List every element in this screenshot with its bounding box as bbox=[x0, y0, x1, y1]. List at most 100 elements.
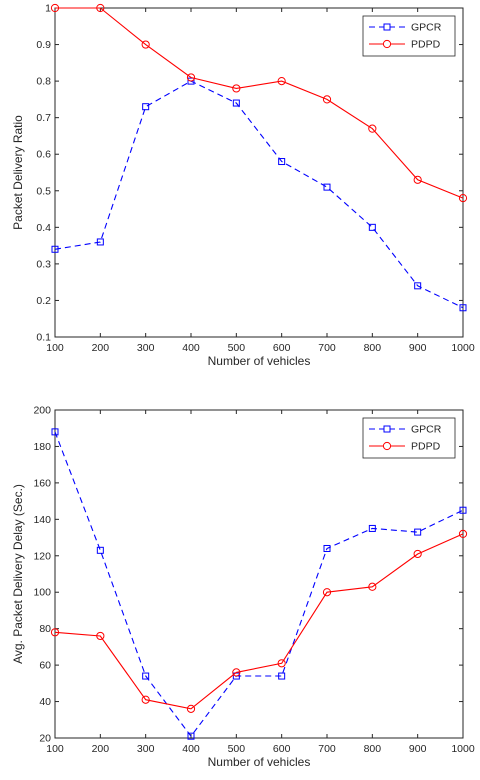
data-point-gpcr bbox=[368, 223, 376, 231]
data-point-pdpd bbox=[186, 73, 196, 82]
y-tick-label: 60 bbox=[39, 660, 51, 672]
data-point-pdpd bbox=[50, 3, 60, 13]
data-point-pdpd bbox=[232, 668, 241, 677]
data-point-gpcr bbox=[187, 77, 195, 85]
data-point-pdpd bbox=[186, 704, 196, 713]
y-tick-label: 140 bbox=[33, 514, 51, 526]
plot-frame bbox=[54, 409, 464, 739]
legend-label-pdpd: PDPD bbox=[411, 39, 441, 51]
data-point-pdpd bbox=[368, 582, 377, 591]
y-tick-label: 0.8 bbox=[36, 76, 51, 88]
y-tick-label: 80 bbox=[39, 623, 51, 635]
data-point-pdpd bbox=[277, 659, 286, 668]
data-point-gpcr bbox=[232, 99, 240, 107]
data-point-gpcr bbox=[51, 245, 59, 253]
y-tick-label: 0.3 bbox=[36, 258, 51, 270]
x-tick-label: 900 bbox=[409, 743, 427, 755]
y-tick-label: 0.4 bbox=[36, 222, 51, 234]
data-point-pdpd bbox=[458, 193, 468, 203]
legend-box bbox=[362, 15, 456, 57]
series-line-pdpd bbox=[55, 7, 464, 199]
data-point-gpcr bbox=[323, 544, 331, 552]
x-tick-label: 300 bbox=[137, 743, 155, 755]
data-point-gpcr bbox=[459, 506, 467, 514]
data-point-pdpd bbox=[141, 40, 150, 49]
data-point-pdpd bbox=[232, 84, 241, 93]
data-point-pdpd bbox=[368, 124, 377, 133]
x-tick-label: 200 bbox=[92, 743, 110, 755]
y-tick-label: 0.1 bbox=[36, 332, 51, 344]
x-tick-label: 300 bbox=[137, 342, 155, 354]
y-tick-label: 0.6 bbox=[36, 149, 51, 161]
x-tick-label: 800 bbox=[364, 342, 382, 354]
x-axis-label: Number of vehicles bbox=[208, 755, 311, 769]
x-tick-label: 700 bbox=[318, 743, 336, 755]
y-tick-label: 0.5 bbox=[36, 185, 51, 197]
y-tick-label: 1 bbox=[45, 3, 51, 15]
y-tick-label: 40 bbox=[39, 696, 51, 708]
data-point-gpcr bbox=[278, 672, 286, 680]
data-point-gpcr bbox=[414, 282, 422, 290]
x-tick-label: 400 bbox=[182, 342, 200, 354]
data-point-gpcr bbox=[323, 183, 331, 191]
chart-packet-delivery-ratio: 100 200 300 400 500 600 700 800 900 1000 0.1 0.2 0.3… bbox=[11, 3, 475, 369]
x-tick-label: 800 bbox=[364, 743, 382, 755]
y-tick-label: 0.7 bbox=[36, 112, 51, 124]
data-point-pdpd bbox=[50, 628, 60, 637]
y-tick-label: 0.9 bbox=[36, 39, 51, 51]
data-point-gpcr bbox=[459, 304, 467, 312]
x-tick-label: 600 bbox=[273, 743, 291, 755]
legend-marker-gpcr bbox=[383, 425, 391, 433]
y-axis-label: Packet Delivery Ratio bbox=[11, 115, 25, 230]
x-tick-label: 600 bbox=[273, 342, 291, 354]
data-point-pdpd bbox=[277, 77, 286, 86]
x-tick-label: 500 bbox=[228, 342, 246, 354]
series-line-gpcr bbox=[54, 80, 464, 309]
data-point-pdpd bbox=[413, 175, 422, 184]
y-tick-label: 180 bbox=[33, 441, 51, 453]
x-axis-label: Number of vehicles bbox=[208, 354, 311, 368]
chart-avg-packet-delivery-delay: 100 200 300 400 500 600 700 800 900 1000 20 40 60 80 1… bbox=[11, 405, 475, 770]
y-tick-label: 0.2 bbox=[36, 295, 51, 307]
x-tick-label: 200 bbox=[92, 342, 110, 354]
x-tick-label: 100 bbox=[46, 743, 64, 755]
plot-frame bbox=[54, 7, 464, 338]
data-point-gpcr bbox=[96, 238, 104, 246]
x-tick-label: 1000 bbox=[451, 342, 475, 354]
legend-label-gpcr: GPCR bbox=[411, 22, 442, 34]
y-tick-label: 200 bbox=[33, 405, 51, 417]
data-point-pdpd bbox=[413, 549, 422, 559]
data-point-pdpd bbox=[458, 529, 468, 539]
legend-marker-gpcr bbox=[383, 23, 391, 31]
series-line-pdpd bbox=[54, 533, 464, 710]
legend-label-pdpd: PDPD bbox=[411, 441, 441, 453]
series-line-gpcr bbox=[54, 431, 464, 738]
x-tick-label: 500 bbox=[228, 743, 246, 755]
data-point-pdpd bbox=[96, 3, 105, 13]
data-point-pdpd bbox=[96, 631, 105, 641]
y-tick-label: 20 bbox=[39, 733, 51, 745]
x-tick-label: 100 bbox=[46, 342, 64, 354]
x-tick-label: 700 bbox=[318, 342, 336, 354]
data-point-gpcr bbox=[142, 103, 150, 111]
data-point-gpcr bbox=[51, 428, 59, 436]
x-tick-label: 400 bbox=[182, 743, 200, 755]
data-point-gpcr bbox=[187, 732, 195, 740]
legend-marker-pdpd bbox=[382, 441, 392, 451]
x-tick-label: 1000 bbox=[451, 743, 475, 755]
data-point-gpcr bbox=[142, 672, 150, 680]
data-point-gpcr bbox=[96, 546, 104, 554]
x-tick-label: 900 bbox=[409, 342, 427, 354]
y-tick-label: 160 bbox=[33, 477, 51, 489]
data-point-gpcr bbox=[278, 158, 286, 166]
data-point-pdpd bbox=[322, 95, 332, 104]
legend-box bbox=[362, 417, 456, 459]
data-point-gpcr bbox=[368, 524, 376, 532]
data-point-pdpd bbox=[141, 695, 150, 704]
data-point-gpcr bbox=[414, 528, 422, 536]
y-tick-label: 120 bbox=[33, 550, 51, 562]
data-point-pdpd bbox=[322, 588, 332, 597]
legend-label-gpcr: GPCR bbox=[411, 424, 442, 436]
legend-marker-pdpd bbox=[382, 39, 392, 49]
